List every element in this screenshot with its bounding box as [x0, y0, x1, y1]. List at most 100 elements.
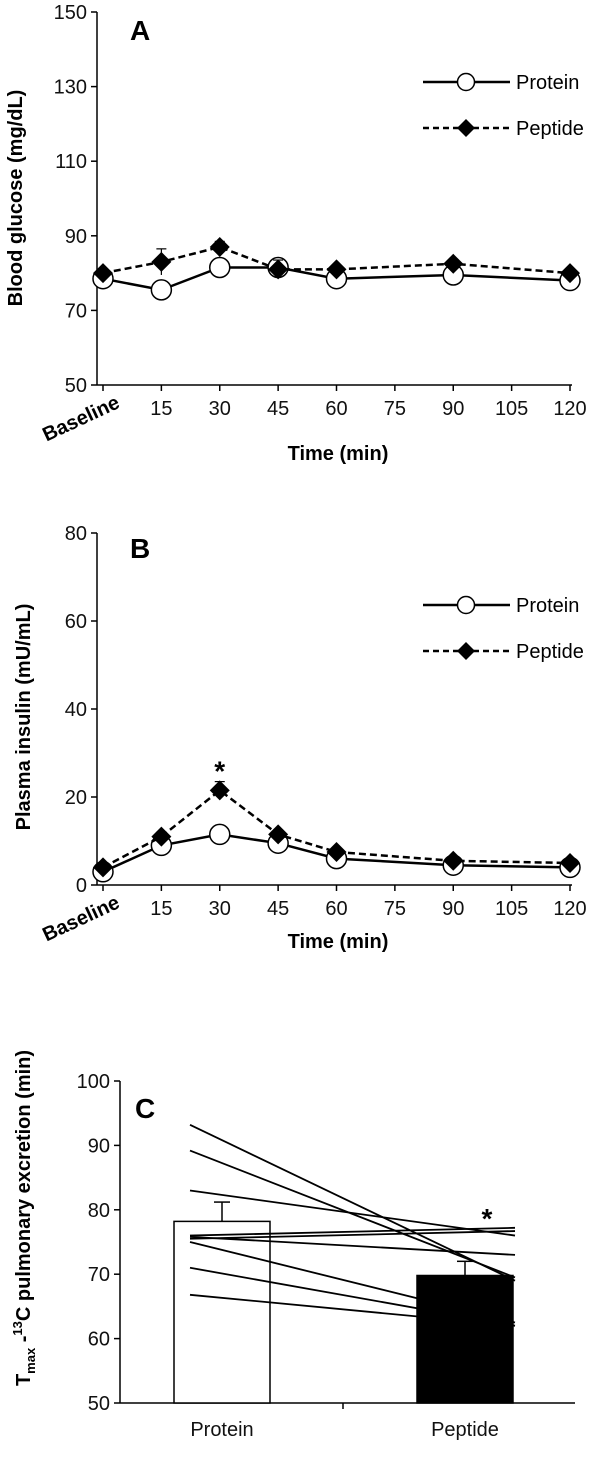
panel-c-y-axis-title: Tmax -13C pulmonary excretion (min) [10, 1050, 38, 1386]
individual-subject-line [189, 1149, 516, 1279]
data-point-peptide [560, 263, 580, 284]
panel-b: B Plasma insulin (mU/mL) Time (min) 0 20 4… [13, 523, 587, 953]
x-tick-label: 105 [495, 398, 528, 420]
bar-peptide [416, 1274, 514, 1404]
y-tick-label: 100 [77, 1071, 110, 1093]
y-title-sub: max [23, 1347, 38, 1374]
legend-peptide-marker [457, 119, 475, 137]
x-tick-label: 90 [442, 398, 464, 420]
individual-subject-line [189, 1235, 516, 1256]
y-tick-label: 60 [65, 611, 87, 633]
data-point-peptide [93, 263, 113, 284]
data-point-peptide [443, 850, 464, 871]
y-tick-label: 110 [55, 151, 87, 173]
y-tick-label: 0 [76, 875, 87, 897]
y-title-sup: 13 [10, 1321, 25, 1335]
panel-a-y-axis-title: Blood glucose (mg/dL) [5, 90, 27, 307]
legend-protein-label: Protein [516, 72, 579, 94]
x-tick-label: 105 [495, 898, 528, 920]
x-tick-label: 75 [384, 898, 406, 920]
y-tick-label: 20 [65, 787, 87, 809]
legend-peptide-marker [457, 642, 475, 660]
data-point-peptide [560, 853, 580, 873]
panel-c: C Tmax -13C pulmonary excretion (min) 50… [10, 1050, 575, 1441]
data-point-protein [209, 823, 231, 846]
bar-protein [173, 1220, 271, 1404]
panel-c-individual-lines: * [189, 1123, 516, 1327]
data-point-peptide [151, 251, 172, 272]
panel-c-label: C [135, 1093, 155, 1124]
y-tick-label: 80 [65, 523, 87, 545]
data-point-peptide [326, 842, 347, 862]
panel-a-x-axis-title: Time (min) [288, 443, 389, 465]
panel-c-bars [173, 1201, 514, 1404]
panel-b-label: B [130, 533, 150, 564]
panel-a-axes: 50 70 90 110 130 150 Baseline 15 30 45 60 75 90 105 12… [39, 2, 586, 446]
data-point-peptide [268, 824, 289, 845]
y-tick-label: 50 [65, 375, 87, 397]
x-tick-label: 30 [209, 398, 231, 420]
data-point-protein [150, 279, 173, 301]
panel-a-label: A [130, 15, 150, 46]
legend-protein-marker [456, 72, 476, 92]
individual-subject-line [189, 1189, 516, 1237]
y-tick-label: 150 [54, 2, 87, 24]
x-tick-label: 60 [325, 398, 347, 420]
data-point-peptide [326, 259, 347, 280]
y-tick-label: 80 [88, 1200, 110, 1222]
x-tick-label-protein: Protein [190, 1419, 253, 1441]
individual-subject-line [189, 1123, 516, 1282]
y-tick-label: 70 [88, 1264, 110, 1286]
y-tick-label: 40 [65, 699, 87, 721]
data-point-peptide [93, 857, 113, 878]
y-title-t: T [13, 1374, 35, 1386]
panel-a: A Blood glucose (mg/dL) Time (min) 50 70 9… [5, 2, 587, 465]
individual-subject-line [189, 1230, 516, 1240]
panel-a-legend: Protein Peptide [423, 72, 584, 140]
data-point-peptide [151, 826, 172, 847]
panel-b-y-axis-title: Plasma insulin (mU/mL) [13, 604, 35, 831]
x-tick-label: 15 [150, 398, 172, 420]
legend-peptide-label: Peptide [516, 118, 584, 140]
x-tick-label: 45 [267, 398, 289, 420]
data-point-peptide [209, 780, 230, 801]
individual-subject-line [189, 1226, 516, 1237]
x-tick-label: 60 [325, 898, 347, 920]
y-tick-label: 90 [65, 226, 87, 248]
y-tick-label: 130 [54, 77, 87, 99]
series-peptide [93, 236, 580, 284]
panel-b-x-axis-title: Time (min) [288, 931, 389, 953]
y-title-dash: - [13, 1336, 35, 1348]
panel-a-series [92, 236, 581, 301]
significance-asterisk: * [214, 756, 225, 787]
legend-protein-label: Protein [516, 595, 579, 617]
x-tick-label: 75 [384, 398, 406, 420]
significance-asterisk: * [482, 1203, 493, 1234]
individual-subject-line [189, 1266, 516, 1327]
x-tick-label: 120 [553, 398, 586, 420]
individual-subject-line [189, 1241, 516, 1324]
x-tick-label: 30 [209, 898, 231, 920]
x-tick-label: 90 [442, 898, 464, 920]
x-tick-label-baseline: Baseline [39, 392, 123, 447]
y-tick-label: 70 [65, 300, 87, 322]
y-tick-label: 60 [88, 1329, 110, 1351]
series-peptide [93, 780, 580, 878]
legend-peptide-label: Peptide [516, 641, 584, 663]
data-point-peptide [443, 253, 464, 274]
x-tick-label: 15 [150, 898, 172, 920]
y-tick-label: 90 [88, 1135, 110, 1157]
panel-b-series: * [92, 756, 581, 883]
x-tick-label: 45 [267, 898, 289, 920]
y-title-rest: C pulmonary excretion (min) [13, 1050, 35, 1321]
panel-b-axes: 0 20 40 60 80 Baseline 15 30 45 60 75 90 105 120 [39, 523, 586, 946]
data-point-peptide [268, 259, 289, 280]
data-point-peptide [209, 236, 230, 257]
x-tick-label-peptide: Peptide [431, 1419, 499, 1441]
data-point-protein [209, 256, 231, 279]
x-tick-label-baseline: Baseline [39, 892, 123, 947]
panel-b-legend: Protein Peptide [423, 595, 584, 663]
individual-subject-line [189, 1293, 516, 1327]
x-tick-label: 120 [553, 898, 586, 920]
